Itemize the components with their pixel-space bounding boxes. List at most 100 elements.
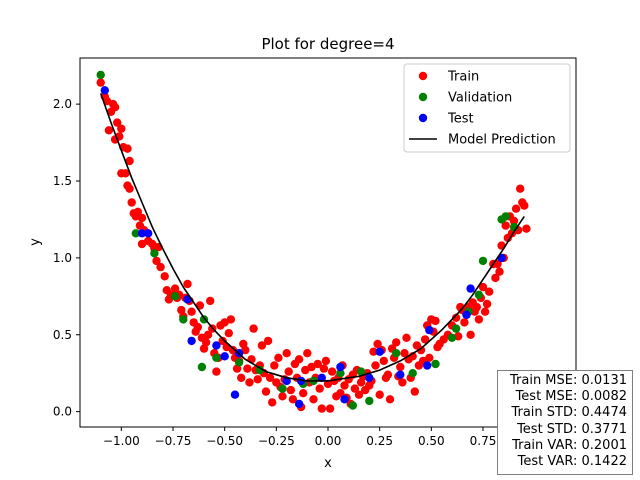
data-point (286, 385, 295, 395)
data-point (220, 352, 229, 361)
data-point (170, 292, 180, 301)
data-point (375, 390, 384, 399)
data-point (466, 330, 475, 339)
data-point (425, 353, 434, 362)
data-point (218, 336, 227, 346)
series-test (100, 86, 506, 409)
data-point (152, 256, 161, 266)
data-point (104, 126, 114, 135)
data-point (228, 345, 238, 355)
data-point (303, 349, 312, 358)
data-point (522, 224, 531, 233)
data-point (249, 324, 258, 333)
data-point (408, 369, 417, 378)
data-point (100, 86, 110, 95)
data-point (245, 378, 254, 387)
data-point (400, 349, 409, 358)
y-tick-label: 0.0 (53, 405, 72, 419)
data-point (137, 229, 147, 238)
data-point (356, 367, 366, 376)
data-point (270, 361, 279, 370)
legend: Train Validation Test Model Prediction (403, 63, 571, 153)
x-tick-label: −0.75 (155, 434, 192, 448)
data-point (482, 299, 492, 309)
data-point (398, 378, 407, 387)
data-point (354, 390, 364, 399)
data-point (383, 370, 393, 379)
data-point (396, 370, 405, 379)
data-point (133, 207, 143, 216)
data-point (425, 325, 434, 335)
data-point (125, 156, 134, 166)
data-point (197, 362, 207, 372)
data-point (263, 336, 273, 346)
x-tick-label: 0.50 (418, 434, 445, 448)
data-point (212, 367, 221, 376)
data-point (170, 284, 180, 293)
data-point (365, 373, 374, 382)
data-point (288, 395, 298, 404)
data-point (243, 364, 252, 373)
data-point (462, 310, 471, 319)
x-tick-label: 0.25 (366, 434, 393, 448)
data-point (156, 262, 165, 272)
data-point (431, 359, 440, 369)
legend-label: Model Prediction (448, 133, 556, 148)
data-point (340, 395, 349, 404)
train-var: Train VAR: 0.2001 (512, 437, 627, 453)
data-point (392, 338, 401, 347)
data-point (336, 362, 345, 372)
data-point (201, 338, 211, 347)
data-point (317, 404, 326, 413)
y-tick-label: 1.0 (53, 251, 72, 265)
data-point (282, 349, 291, 358)
data-point (299, 389, 308, 398)
data-point (348, 401, 357, 410)
x-tick-label: 0.75 (470, 434, 497, 448)
data-point (296, 376, 306, 386)
train-std: Train STD: 0.4474 (511, 405, 627, 421)
data-point (113, 118, 122, 127)
data-point (309, 395, 318, 404)
data-point (327, 367, 337, 376)
test-var: Test VAR: 0.1422 (517, 454, 627, 470)
data-point (127, 198, 136, 207)
data-point (294, 355, 304, 364)
data-point (125, 184, 134, 193)
data-point (520, 201, 529, 210)
data-point (131, 229, 140, 238)
data-point (179, 315, 188, 324)
data-point (480, 307, 490, 316)
data-point (340, 381, 349, 390)
data-point (265, 373, 275, 382)
y-tick-label: 2.0 (53, 97, 72, 111)
data-point (431, 316, 440, 326)
data-point (423, 361, 432, 370)
data-point (478, 282, 488, 292)
data-point (474, 290, 484, 299)
legend-label: Train (447, 70, 479, 85)
data-point (373, 339, 382, 349)
test-mse: Test MSE: 0.0082 (515, 389, 627, 405)
data-point (96, 78, 105, 87)
data-point (150, 249, 159, 258)
train-mse: Train MSE: 0.0131 (509, 373, 627, 388)
data-point (379, 356, 388, 366)
data-point (255, 365, 264, 375)
data-point (416, 345, 426, 355)
data-point (451, 313, 461, 322)
x-tick-label: 0.00 (315, 434, 342, 448)
data-point (96, 70, 105, 80)
data-point (137, 213, 147, 223)
x-tick-label: −0.25 (258, 434, 295, 448)
data-point (110, 103, 120, 112)
data-point (336, 369, 345, 378)
data-point (187, 336, 196, 346)
data-point (212, 353, 221, 362)
legend-marker (418, 71, 428, 81)
legend-label: Validation (448, 91, 512, 106)
chart-title: Plot for degree=4 (261, 35, 394, 53)
data-point (241, 345, 250, 355)
data-point (144, 229, 153, 238)
data-point (451, 324, 461, 333)
